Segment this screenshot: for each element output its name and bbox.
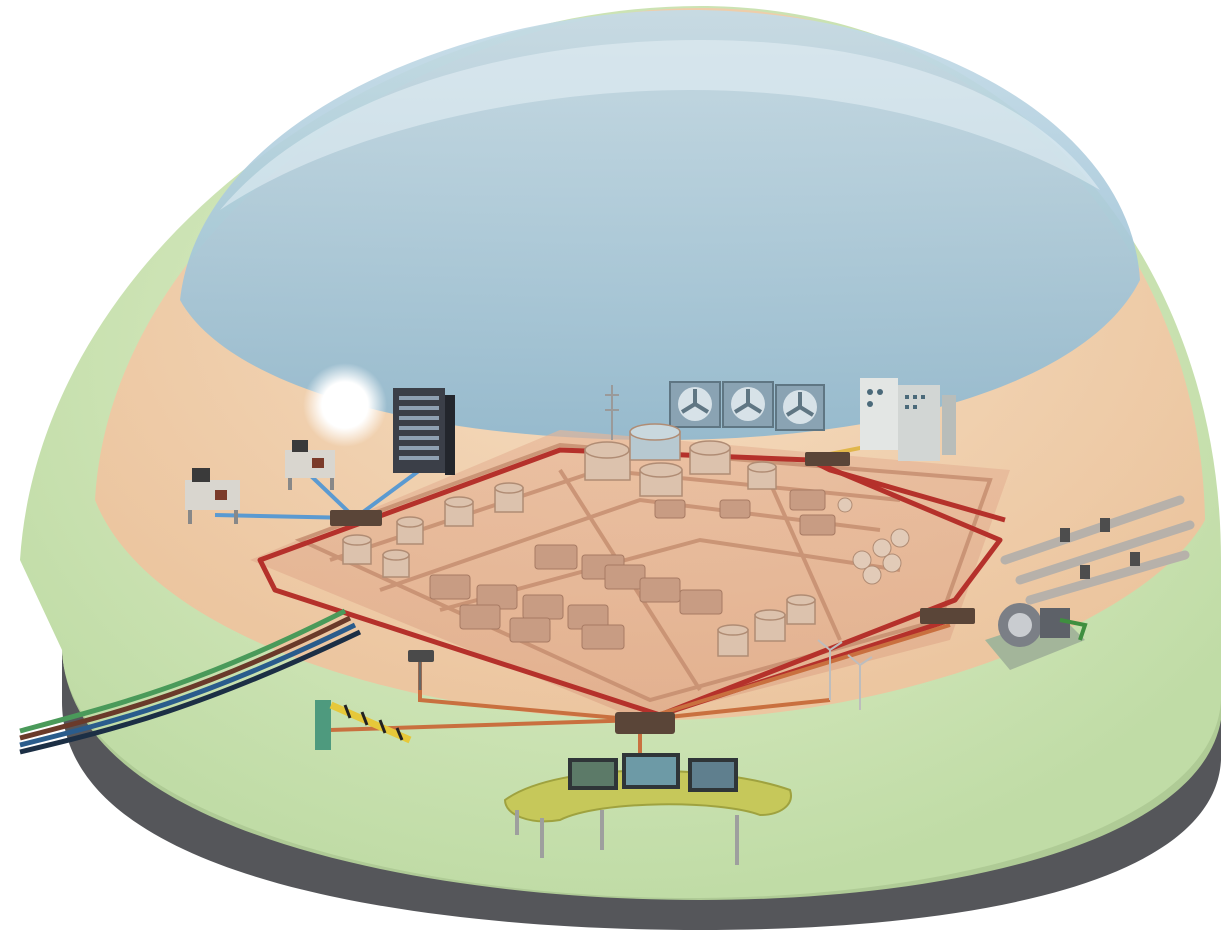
storage-tank-icon <box>629 423 681 461</box>
cooling-fan-icon <box>775 384 825 431</box>
cooling-fans <box>669 381 825 431</box>
storage-tank-icon <box>747 461 777 490</box>
pipeline-icon <box>1000 495 1195 605</box>
storage-tank-icon <box>584 441 631 481</box>
cooling-fan-icon <box>722 381 774 428</box>
storage-tank-icon <box>862 565 882 585</box>
antenna-tower-icon <box>605 385 619 440</box>
storage-tank-icon <box>890 528 910 548</box>
storage-tank-icon <box>494 482 524 513</box>
storage-tanks <box>342 423 816 657</box>
network-switch-icon <box>615 712 675 734</box>
control-cabinet-icon <box>860 378 956 461</box>
storage-tank-icon <box>852 550 872 570</box>
process-units <box>429 489 836 650</box>
turbine-icon <box>985 603 1088 670</box>
pipeline-valves <box>1060 518 1140 579</box>
storage-tank-icon <box>396 516 424 545</box>
network-switch-icon <box>805 452 850 466</box>
storage-tank-icon <box>444 496 474 527</box>
storage-tank-icon <box>837 497 853 513</box>
monitor-icon <box>622 753 680 789</box>
monitor-icon <box>568 758 618 790</box>
glowing-light-icon <box>303 363 387 447</box>
storage-tank-icon <box>754 609 786 642</box>
storage-tank-icon <box>717 624 749 657</box>
storage-tank-icon <box>382 549 410 578</box>
dome-highlight <box>220 40 1100 210</box>
spherical-tanks <box>837 497 910 585</box>
security-camera-icon <box>408 650 434 690</box>
storage-tank-icon <box>689 440 731 475</box>
boom-barrier-icon <box>315 700 412 750</box>
storage-tank-icon <box>639 462 683 497</box>
monitor-icon <box>688 758 738 792</box>
storage-tank-icon <box>342 534 372 565</box>
cable-bundle-icon <box>19 608 362 755</box>
storage-tank-icon <box>786 594 816 625</box>
storage-tank-icon <box>872 538 892 558</box>
control-console-icon <box>503 753 792 865</box>
wind-turbine-icon <box>817 639 873 710</box>
network-switch-icon <box>920 608 975 624</box>
cooling-fan-icon <box>669 381 721 428</box>
storage-tank-icon <box>882 553 902 573</box>
office-desk-icon <box>285 440 335 490</box>
office-desk-icon <box>185 468 240 524</box>
server-rack-icon <box>393 388 455 475</box>
network-switch-icon <box>330 510 382 526</box>
